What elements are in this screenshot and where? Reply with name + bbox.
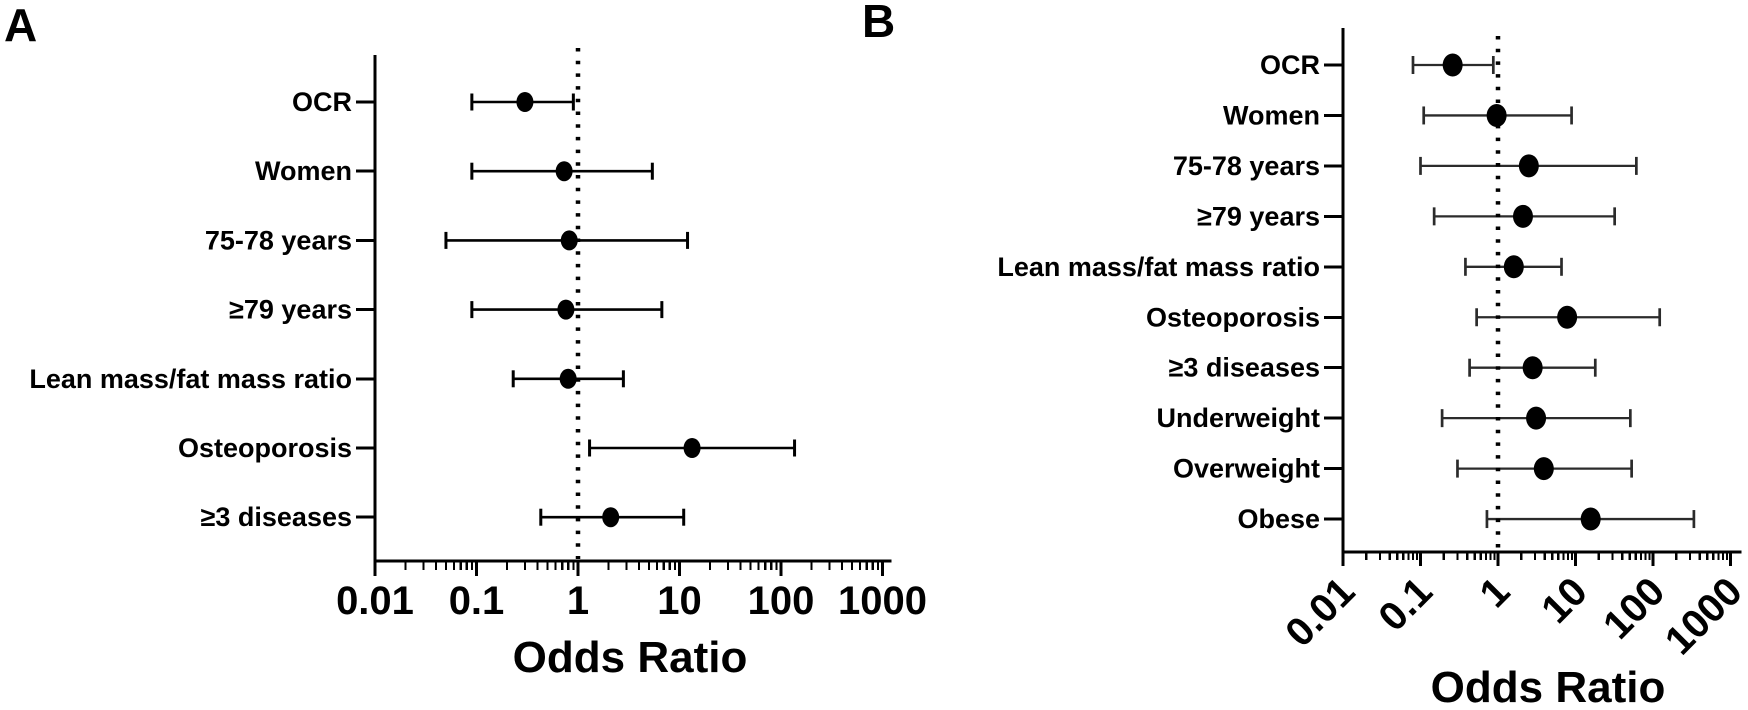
or-marker <box>1518 154 1539 178</box>
x-tick-label: 1 <box>567 579 589 623</box>
or-marker <box>602 507 620 528</box>
or-marker <box>1486 103 1507 127</box>
panel-b-label: B <box>862 0 896 47</box>
category-label: Underweight <box>1156 403 1320 433</box>
or-marker <box>1522 356 1543 380</box>
panel-a-label: A <box>4 0 38 51</box>
x-tick-label: 0.1 <box>449 579 505 623</box>
x-axis-title: Odds Ratio <box>1431 663 1666 710</box>
error-bars <box>444 93 797 526</box>
category-label: 75-78 years <box>1173 151 1320 181</box>
x-tick-label: 0.1 <box>1370 569 1440 639</box>
x-tick-label: 1000 <box>838 579 927 623</box>
category-label: ≥3 diseases <box>201 502 352 532</box>
x-tick-label: 10 <box>657 579 702 623</box>
x-tick-label: 100 <box>748 579 815 623</box>
x-tick-label: 10 <box>1533 569 1596 632</box>
category-label: ≥3 diseases <box>1169 353 1320 383</box>
category-label: Women <box>255 156 352 186</box>
or-marker <box>1580 507 1601 531</box>
or-marker <box>560 230 578 251</box>
or-marker <box>559 368 577 389</box>
x-axis-title: Odds Ratio <box>513 633 748 682</box>
error-bars <box>1411 56 1696 529</box>
category-label: Osteoporosis <box>1146 302 1320 332</box>
or-marker <box>555 161 573 182</box>
or-marker <box>1442 53 1463 77</box>
category-label: Lean mass/fat mass ratio <box>997 252 1320 282</box>
x-tick-label: 1 <box>1472 569 1519 616</box>
or-marker <box>1503 255 1524 279</box>
category-label: Overweight <box>1173 454 1320 484</box>
category-label: ≥79 years <box>229 295 352 325</box>
category-label: Women <box>1223 100 1320 130</box>
or-marker <box>557 299 575 320</box>
category-label: Lean mass/fat mass ratio <box>29 364 352 394</box>
category-label: ≥79 years <box>1197 201 1320 231</box>
category-label: Obese <box>1237 504 1320 534</box>
panel-a: 0.01 0.1 1 10 100 1000 OCR Women 75-78 years ≥79 … <box>29 48 927 682</box>
category-label: OCR <box>1260 50 1320 80</box>
category-label: Osteoporosis <box>178 433 352 463</box>
x-tick-label: 0.01 <box>1277 569 1363 655</box>
or-marker <box>516 92 534 112</box>
or-marker <box>1533 457 1554 481</box>
x-tick-label: 1000 <box>1657 569 1748 663</box>
category-label: 75-78 years <box>205 225 352 255</box>
or-marker <box>683 438 701 458</box>
or-marker <box>1526 406 1547 430</box>
or-marker <box>1557 305 1578 329</box>
or-marker <box>1512 204 1533 228</box>
x-tick-label: 0.01 <box>336 579 414 623</box>
category-label: OCR <box>292 87 352 117</box>
